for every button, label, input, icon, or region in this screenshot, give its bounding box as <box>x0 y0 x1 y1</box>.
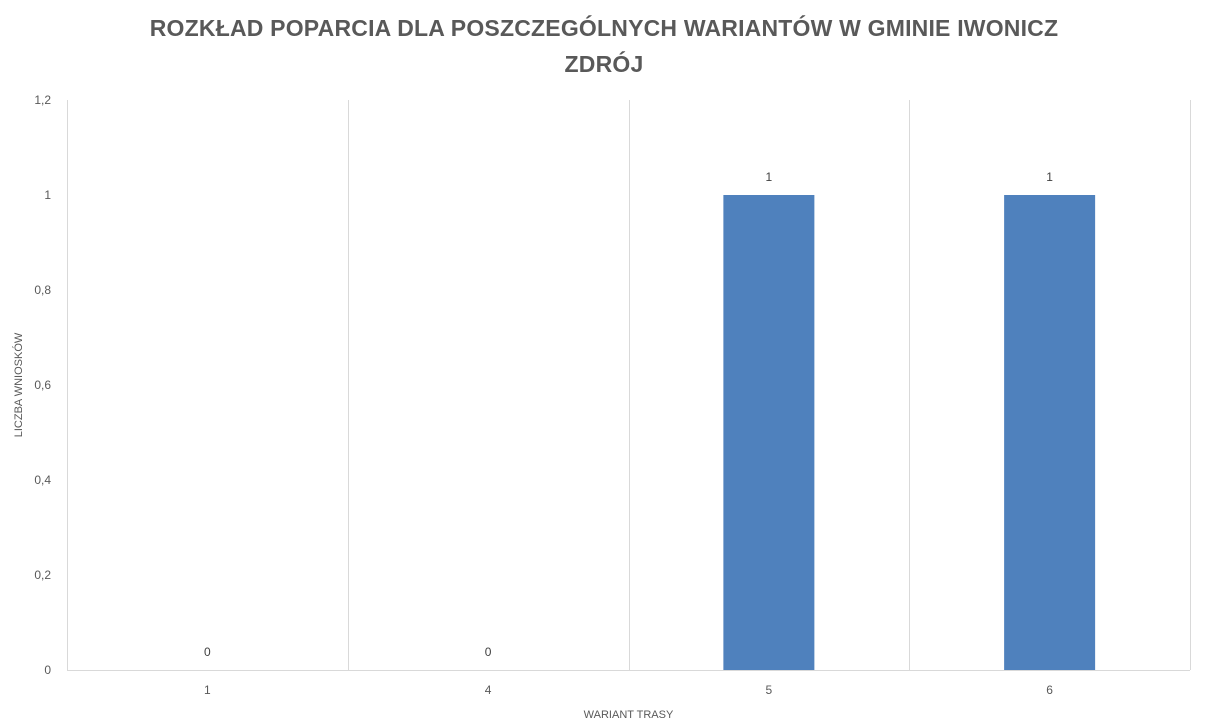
gridlines <box>67 100 1191 670</box>
data-label: 1 <box>766 170 773 184</box>
x-tick-label: 5 <box>766 683 773 697</box>
bars <box>723 195 1096 670</box>
data-labels: 0 0 1 1 <box>204 170 1053 659</box>
x-tick-label: 4 <box>485 683 492 697</box>
y-tick-label: 1 <box>44 188 51 202</box>
x-axis-title: WARIANT TRASY <box>584 709 674 721</box>
y-tick-label: 0 <box>44 663 51 677</box>
bar <box>1004 195 1096 670</box>
x-tick-label: 6 <box>1046 683 1053 697</box>
bar <box>723 195 815 670</box>
data-label: 0 <box>485 645 492 659</box>
y-axis-title: LICZBA WNIOSKÓW <box>12 332 25 437</box>
chart-title-line-2: ZDRÓJ <box>564 51 644 77</box>
data-label: 0 <box>204 645 211 659</box>
y-tick-label: 0,4 <box>34 473 51 487</box>
x-tick-label: 1 <box>204 683 211 697</box>
y-tick-label: 0,8 <box>34 283 51 297</box>
x-axis-tick-labels: 1 4 5 6 <box>204 683 1053 697</box>
y-tick-label: 1,2 <box>34 93 51 107</box>
data-label: 1 <box>1046 170 1053 184</box>
y-tick-label: 0,2 <box>34 568 51 582</box>
chart-title: ROZKŁAD POPARCIA DLA POSZCZEGÓLNYCH WARI… <box>104 10 1104 82</box>
y-tick-label: 0,6 <box>34 378 51 392</box>
y-axis-tick-labels: 0 0,2 0,4 0,6 0,8 1 1,2 <box>34 93 51 677</box>
chart-title-line-1: ROZKŁAD POPARCIA DLA POSZCZEGÓLNYCH WARI… <box>149 15 1059 41</box>
